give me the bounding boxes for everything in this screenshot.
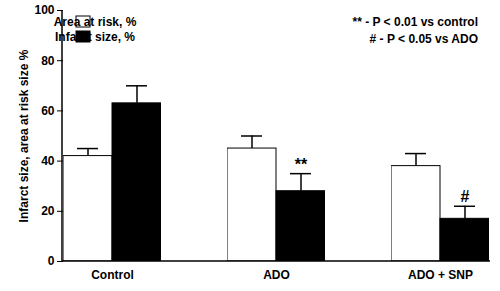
svg-text:** - P < 0.01 vs control: ** - P < 0.01 vs control [352, 15, 478, 29]
svg-text:Infarct size, %: Infarct size, % [55, 30, 135, 44]
svg-text:60: 60 [41, 104, 55, 118]
svg-text:Infarct size, area at risk siz: Infarct size, area at risk size % [17, 49, 31, 222]
svg-text:ADO + SNP: ADO + SNP [408, 268, 473, 282]
svg-text:# - P < 0.05 vs ADO: # - P < 0.05 vs ADO [370, 32, 478, 46]
svg-text:100: 100 [34, 3, 54, 17]
svg-text:20: 20 [41, 204, 55, 218]
svg-text:Control: Control [91, 268, 134, 282]
svg-text:40: 40 [41, 154, 55, 168]
svg-text:0: 0 [48, 254, 55, 268]
svg-text:ADO: ADO [263, 268, 290, 282]
svg-text:Area at risk, %: Area at risk, % [54, 15, 137, 29]
svg-text:80: 80 [41, 54, 55, 68]
svg-text:#: # [461, 188, 470, 205]
svg-text:**: ** [295, 156, 308, 173]
